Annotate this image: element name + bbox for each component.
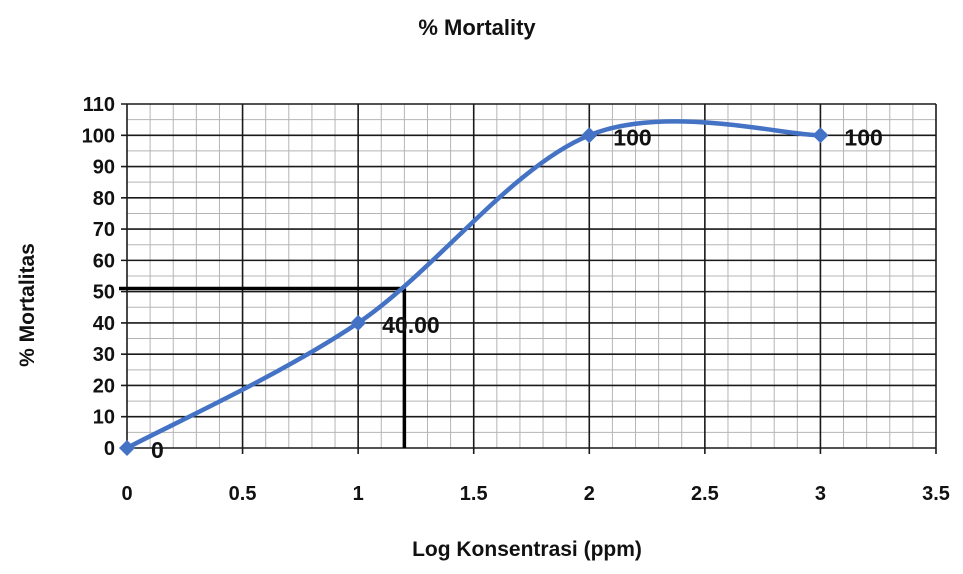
- series-line: [124, 119, 823, 451]
- data-label: 100: [613, 124, 651, 150]
- y-tick-label: 50: [93, 282, 115, 304]
- y-tick-label: 70: [93, 219, 115, 241]
- data-point-marker: [119, 440, 135, 456]
- y-tick-label: 110: [83, 94, 115, 116]
- reference-lines: [119, 286, 407, 448]
- y-axis-label: % Mortalitas: [16, 243, 39, 367]
- y-tick-label: 20: [93, 375, 115, 397]
- y-tick-labels: 0 10 20 30 40 50 60 70 80 90 100 110: [82, 94, 115, 460]
- data-label: 100: [844, 124, 882, 150]
- y-tick-label: 80: [93, 188, 115, 210]
- y-tick-label: 10: [93, 407, 115, 429]
- y-tick-label: 100: [82, 125, 115, 147]
- y-tick-label: 90: [93, 157, 115, 179]
- data-label: 40.00: [382, 312, 440, 338]
- x-tick-label: 0.5: [229, 483, 257, 505]
- x-tick-label: 2.5: [691, 483, 719, 505]
- data-point-marker: [812, 127, 829, 144]
- x-axis-label: Log Konsentrasi (ppm): [412, 538, 642, 561]
- y-tick-label: 40: [93, 313, 115, 335]
- data-labels: 0 40.00 100 100: [151, 124, 883, 463]
- chart-title: % Mortality: [418, 15, 536, 40]
- data-point-marker: [581, 127, 598, 144]
- x-tick-label: 1.5: [460, 483, 488, 505]
- y-tick-label: 30: [93, 344, 115, 366]
- y-tick-label: 60: [93, 250, 115, 272]
- x-tick-labels: 0 0.5 1 1.5 2 2.5 3 3.5: [121, 483, 949, 505]
- minor-gridlines: [126, 103, 937, 449]
- x-tick-label: 0: [121, 483, 132, 505]
- x-tick-label: 3: [815, 483, 826, 505]
- y-tick-label: 0: [104, 438, 115, 460]
- data-label: 0: [151, 437, 164, 463]
- series-layer: [119, 119, 829, 456]
- data-point-marker: [350, 314, 367, 331]
- x-tick-label: 2: [584, 483, 595, 505]
- x-tick-label: 3.5: [922, 483, 950, 505]
- x-tick-label: 1: [353, 483, 364, 505]
